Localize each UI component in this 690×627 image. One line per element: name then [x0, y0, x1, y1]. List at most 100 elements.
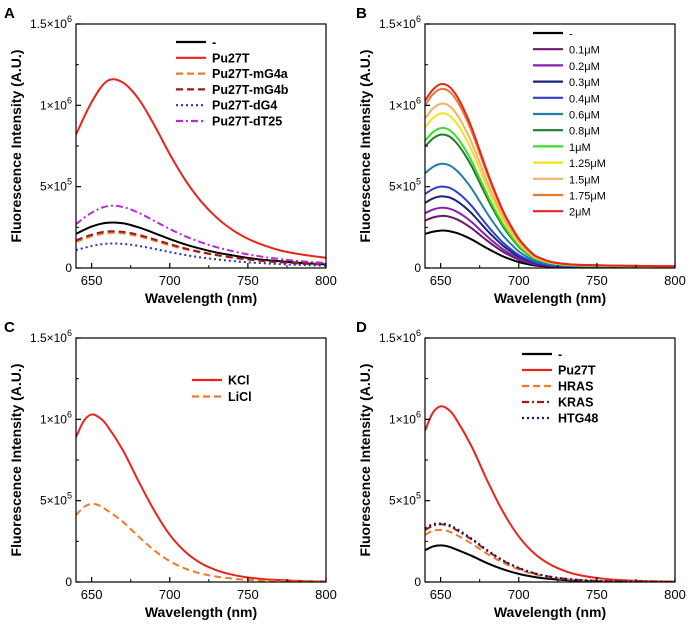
legend-label: 2μM	[569, 207, 591, 219]
x-tick-label: 750	[237, 273, 259, 288]
series-line-1	[425, 405, 675, 582]
x-tick-label: 650	[81, 587, 103, 602]
x-tick-label: 750	[237, 587, 259, 602]
y-tick-label: 1.5×106	[379, 328, 421, 345]
series-line-9	[425, 102, 675, 268]
chart-panel-c: C 650 700 750 800 0 5×105 1×106 1.5×106 Wavelengt…	[4, 319, 337, 620]
legend-label: Pu27T-dG4	[212, 99, 277, 113]
y-tick-label: 0	[65, 575, 72, 589]
x-axis-label: Wavelength (nm)	[494, 604, 606, 620]
series-line-4	[425, 185, 675, 268]
y-tick-label: 0	[414, 575, 421, 589]
series-group	[425, 405, 675, 582]
legend-label: 0.3μM	[569, 77, 600, 89]
series-line-1	[76, 78, 326, 259]
y-tick-label: 0	[65, 261, 72, 275]
y-axis-label: Fluorescence Intensity (A.U.)	[357, 364, 373, 557]
series-line-2	[425, 528, 675, 582]
x-tick-label: 700	[508, 587, 530, 602]
series-group	[425, 82, 675, 268]
series-group	[76, 78, 326, 267]
series-line-3	[425, 195, 675, 268]
x-axis-label: Wavelength (nm)	[145, 290, 257, 306]
plot-frame	[75, 337, 327, 583]
legend-label: HTG48	[558, 412, 598, 426]
panel-label: B	[356, 5, 367, 22]
series-line-4	[76, 242, 326, 267]
legend: - Pu27T HRAS KRAS HTG48	[522, 348, 598, 426]
legend-label: KRAS	[558, 396, 593, 410]
series-line-8	[425, 112, 675, 268]
series-line-5	[76, 204, 326, 264]
legend: - 0.1μM 0.2μM 0.3μM 0.4μM 0.6μM 0.8μM 1μM 1.25μM…	[533, 29, 606, 219]
y-tick-label: 1.5×106	[30, 328, 72, 345]
panel-label: C	[4, 319, 15, 336]
legend: -Pu27T Pu27T-mG4a Pu27T-mG4b Pu27T-dG4 Pu27T…	[176, 36, 289, 129]
y-tick-label: 1×106	[389, 95, 421, 112]
y-axis-label: Fluorescence Intensity (A.U.)	[8, 364, 24, 557]
series-line-3	[425, 523, 675, 582]
series-line-11	[425, 82, 675, 268]
legend-label: 1μM	[569, 142, 591, 154]
y-tick-label: 5×105	[389, 491, 421, 508]
series-line-2	[425, 206, 675, 268]
y-axis-label: Fluorescence Intensity (A.U.)	[357, 50, 373, 243]
legend-label: KCl	[228, 374, 250, 388]
legend-label: LiCl	[228, 390, 252, 404]
y-tick-label: 5×105	[40, 177, 72, 194]
panels-layer: A 650 700 750 800 0 5×105 1×106 1.5×106 Wavelengt…	[4, 5, 686, 620]
y-tick-label: 5×105	[389, 177, 421, 194]
x-axis-label: Wavelength (nm)	[494, 290, 606, 306]
legend-label: 1.75μM	[569, 191, 606, 203]
y-tick-label: 1×106	[389, 409, 421, 426]
legend-label: HRAS	[558, 380, 593, 394]
x-tick-label: 700	[159, 587, 181, 602]
y-tick-label: 1×106	[40, 409, 72, 426]
x-tick-label: 750	[586, 587, 608, 602]
x-tick-label: 700	[508, 273, 530, 288]
plot-frame	[424, 337, 676, 583]
x-tick-label: 650	[430, 273, 452, 288]
x-tick-label: 800	[315, 273, 337, 288]
x-tick-label: 700	[159, 273, 181, 288]
legend-label: -	[569, 29, 573, 41]
legend-label: Pu27T	[212, 51, 250, 65]
y-tick-label: 0	[414, 261, 421, 275]
legend-label: 1.5μM	[569, 174, 600, 186]
x-tick-label: 800	[315, 587, 337, 602]
y-tick-label: 1.5×106	[30, 14, 72, 31]
series-line-6	[425, 133, 675, 268]
legend-label: Pu27T-mG4b	[212, 83, 289, 97]
x-tick-label: 800	[664, 587, 686, 602]
y-axis-label: Fluorescence Intensity (A.U.)	[8, 50, 24, 243]
legend-label: 1.25μM	[569, 158, 606, 170]
legend-label: Pu27T	[558, 364, 596, 378]
x-tick-label: 800	[664, 273, 686, 288]
y-tick-label: 5×105	[40, 491, 72, 508]
legend-label: Pu27T-mG4a	[212, 67, 289, 81]
legend-label: Pu27T-dT25	[212, 115, 282, 129]
chart-panel-a: A 650 700 750 800 0 5×105 1×106 1.5×106 Wavelengt…	[4, 5, 337, 306]
legend-label: 0.1μM	[569, 45, 600, 57]
panel-label: A	[4, 5, 15, 22]
legend-label: -	[212, 36, 216, 50]
series-group	[76, 413, 326, 582]
legend-label: -	[558, 348, 562, 362]
legend-label: 0.6μM	[569, 110, 600, 122]
legend: KCl LiCl	[192, 374, 252, 404]
series-line-0	[76, 221, 326, 266]
legend-label: 0.2μM	[569, 61, 600, 73]
series-line-1	[425, 214, 675, 268]
panel-label: D	[356, 319, 367, 336]
y-tick-label: 1.5×106	[379, 14, 421, 31]
x-tick-label: 750	[586, 273, 608, 288]
series-line-0	[76, 413, 326, 582]
series-line-1	[76, 502, 326, 582]
series-line-3	[76, 230, 326, 266]
x-axis-label: Wavelength (nm)	[145, 604, 257, 620]
chart-panel-d: D 650 700 750 800 0 5×105 1×106 1.5×106 Wavelengt…	[356, 319, 686, 620]
y-tick-label: 1×106	[40, 95, 72, 112]
legend-label: 0.8μM	[569, 126, 600, 138]
x-tick-label: 650	[430, 587, 452, 602]
